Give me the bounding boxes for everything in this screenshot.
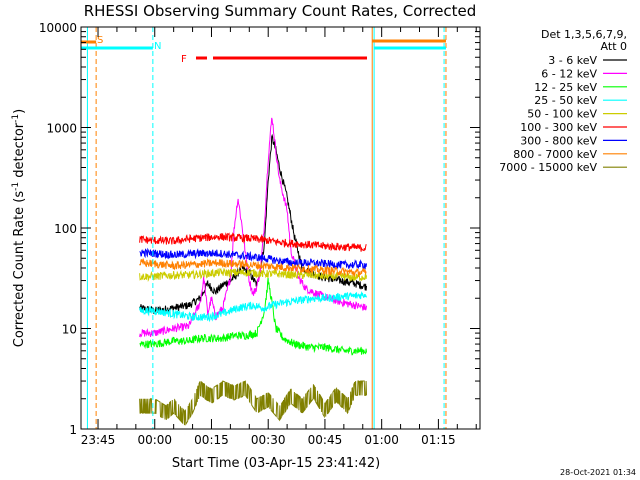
legend-header-line-1: Det 1,3,5,6,7,9, <box>541 28 627 41</box>
legend-entry-label-1: 3 - 6 keV <box>548 54 597 67</box>
flare-label: F <box>181 54 187 65</box>
legend-entry-label-8: 800 - 7000 keV <box>513 148 597 161</box>
legend-entry-label-4: 25 - 50 keV <box>534 94 597 107</box>
axes: 1 10 100 1000 10000 23:45 00:00 00:15 00:30 00:45… <box>39 21 481 447</box>
legend-header-line-2: Att 0 <box>601 40 627 53</box>
series-line-3 <box>139 277 368 356</box>
legend-entry-label-2: 6 - 12 keV <box>541 67 597 80</box>
y-axis-label-end: ) <box>12 109 27 114</box>
series-line-5 <box>139 267 368 282</box>
x-tick-label: 01:00 <box>364 433 399 447</box>
legend-entry-label-7: 300 - 800 keV <box>520 134 597 147</box>
x-tick-label: 01:15 <box>421 433 456 447</box>
flag-label-n: N <box>154 41 161 52</box>
series-line-4 <box>139 290 368 323</box>
x-axis-label: Start Time (03-Apr-15 23:41:42) <box>172 456 380 471</box>
y-axis-label-mid: detector <box>12 122 27 182</box>
y-axis-label: Corrected Count Rate (s-1 detector-1) <box>11 109 27 347</box>
x-tick-label: 00:30 <box>251 433 286 447</box>
x-tick-label: 00:15 <box>194 433 229 447</box>
y-tick-label: 10000 <box>39 21 77 35</box>
legend-entry-label-3: 12 - 25 keV <box>534 81 597 94</box>
legend-entry-label-9: 7000 - 15000 keV <box>499 161 597 174</box>
y-tick-label: 100 <box>54 222 77 236</box>
legend-entry-label-5: 50 - 100 keV <box>527 108 597 121</box>
y-tick-label: 10 <box>62 323 77 337</box>
y-axis-label-sup1: -1 <box>11 182 21 191</box>
series-line-8 <box>139 257 367 278</box>
series-line-6 <box>139 232 367 252</box>
y-axis-label-main: Corrected Count Rate (s <box>12 191 27 348</box>
legend-entry-label-6: 100 - 300 keV <box>520 121 597 134</box>
y-tick-label: 1 <box>69 423 77 437</box>
series-line-7 <box>139 247 368 271</box>
chart-title: RHESSI Observing Summary Count Rates, Co… <box>84 2 477 20</box>
footer-date: 28-Oct-2021 01:34 <box>560 468 636 477</box>
x-tick-label: 23:45 <box>81 433 116 447</box>
x-tick-label: 00:00 <box>137 433 172 447</box>
x-tick-label: 00:45 <box>308 433 343 447</box>
y-tick-label: 1000 <box>46 122 77 136</box>
y-axis-label-sup2: -1 <box>11 114 21 123</box>
flag-label-s: S <box>97 35 103 46</box>
series-line-9 <box>139 380 368 426</box>
